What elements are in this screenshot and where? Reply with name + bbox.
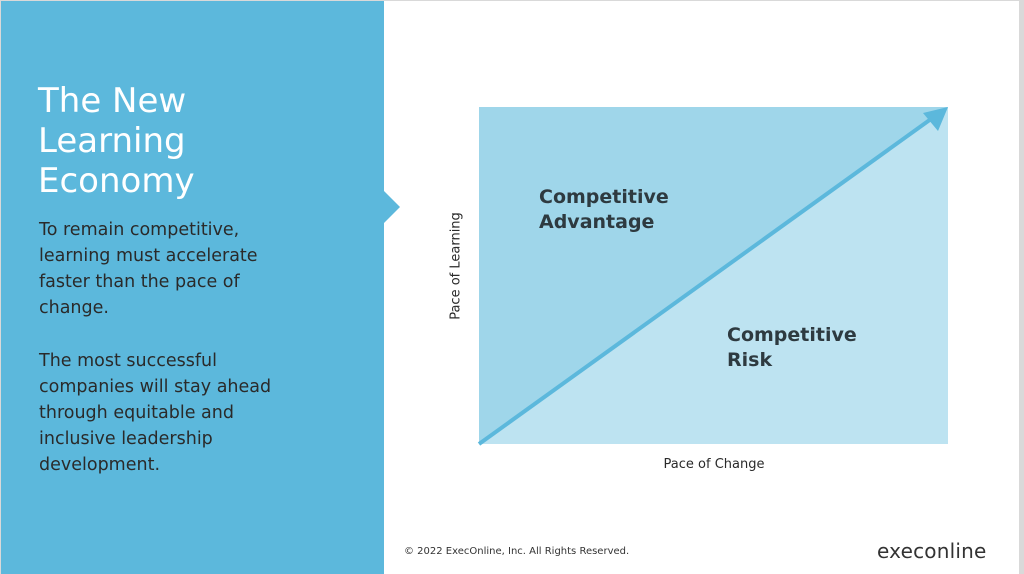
copyright-text: © 2022 ExecOnline, Inc. All Rights Reser… bbox=[404, 546, 630, 557]
x-axis-label: Pace of Change bbox=[663, 457, 765, 472]
slide-title: The New Learning Economy bbox=[38, 81, 195, 201]
competitive-advantage-label: Competitive Advantage bbox=[539, 186, 669, 233]
learning-vs-change-diagram: Competitive Advantage Competitive Risk P… bbox=[441, 91, 971, 491]
panel-pointer bbox=[384, 191, 400, 223]
diagram-canvas bbox=[477, 107, 948, 446]
execonline-logo: execonline bbox=[877, 539, 987, 563]
competitive-risk-label: Competitive Risk bbox=[727, 324, 857, 371]
arrow-head-icon bbox=[923, 107, 948, 131]
intro-paragraph: To remain competitive, learning must acc… bbox=[39, 220, 258, 318]
summary-paragraph: The most successful companies will stay … bbox=[39, 351, 272, 475]
y-axis-label: Pace of Learning bbox=[448, 212, 464, 320]
diagonal-arrow-line bbox=[477, 117, 933, 446]
left-panel: The New Learning Economy To remain compe… bbox=[1, 1, 384, 574]
